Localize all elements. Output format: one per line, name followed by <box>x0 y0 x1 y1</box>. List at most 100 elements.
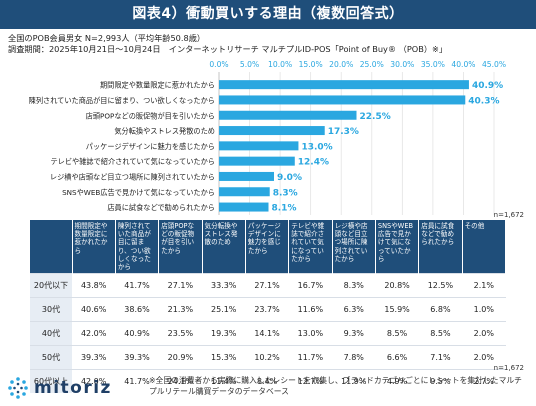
table-header-cell: 気分転換やストレス発散のため <box>202 220 246 274</box>
table-cell: 6.3% <box>332 297 376 322</box>
data-label: 12.4% <box>298 158 329 168</box>
table-cell: 8.5% <box>375 321 419 346</box>
category-label: SNSやWEB広告で見かけて気になっていたから <box>62 188 215 197</box>
x-tick-label: 25.0% <box>360 60 384 69</box>
table-cell: 2.1% <box>462 273 506 298</box>
data-label: 40.3% <box>468 96 499 106</box>
bar <box>219 156 295 166</box>
table-cell: 41.7% <box>115 273 159 298</box>
table-cell: 42.0% <box>72 369 116 394</box>
x-tick-label: 15.0% <box>299 60 323 69</box>
title-bar <box>0 0 536 29</box>
table-cell: 7.1% <box>418 345 463 370</box>
bar <box>219 171 274 181</box>
table-body: 20代以下 43.8% 41.7% 27.1% 33.3% 27.1% 16.7% 8.3% 2… <box>30 273 506 394</box>
category-label: 気分転換やストレス発散のため <box>114 127 215 136</box>
logo-text: mitoriz <box>34 378 112 398</box>
table-cell: 6.8% <box>418 297 463 322</box>
table-n-label: n=1,672 <box>493 364 524 372</box>
table-header-row: 期間限定や数量限定に惹かれたから 陳列されていた商品が目に留まり、つい欲しくなった… <box>30 220 507 274</box>
category-label: テレビや雑誌で紹介されていて気になっていたから <box>50 157 215 166</box>
table-cell: 15.3% <box>202 345 246 370</box>
table-cell: 1.0% <box>462 297 506 322</box>
table-header-cell: 店頭POPなどの販促物が目を引いたから <box>158 220 203 274</box>
table-cell: 13.0% <box>288 321 333 346</box>
table-cell: 14.1% <box>245 321 289 346</box>
data-label: 13.0% <box>301 142 332 152</box>
x-tick-label: 10.0% <box>268 60 292 69</box>
table-cell: 23.5% <box>158 321 203 346</box>
footnote: ※全国の消費者から実際に購入したレシートを収集し、ブランドカテゴリごとにレシート… <box>149 376 522 396</box>
table-cell: 24.1% <box>158 369 203 394</box>
page-title: 図表4）衝動買いする理由（複数回答式） <box>132 6 404 22</box>
category-label: 陳列されていた商品が目に留まり、つい欲しくなったから <box>29 96 215 105</box>
table-cell: 2.0% <box>462 345 506 370</box>
category-label: 店頭POPなどの販促物が目を引いたから <box>86 111 215 120</box>
bar-chart: 0.0% 5.0% 10.0% 15.0% 20.0% 25.0% 30.0% 35.0% 40… <box>29 60 506 215</box>
row-header-cell: 30代 <box>30 297 72 322</box>
table-cell: 8.3% <box>332 273 376 298</box>
category-label: レジ横や店頭など目立つ場所に陳列されていたから <box>50 172 215 181</box>
data-label: 22.5% <box>360 112 391 122</box>
survey-sample-info: 全国のPOB会員男女 N=2,993人（平均年齢50.8歳） <box>8 33 206 43</box>
x-tick-label: 45.0% <box>482 60 506 69</box>
table-cell: 19.3% <box>202 321 246 346</box>
table-cell: 11.4% <box>202 369 246 394</box>
table-cell: 2.0% <box>462 321 506 346</box>
chart-n-label: n=1,672 <box>493 211 524 219</box>
age-breakdown-table: 期間限定や数量限定に惹かれたから 陳列されていた商品が目に留まり、つい欲しくなった… <box>30 220 507 394</box>
table-cell: 33.3% <box>202 273 246 298</box>
table-cell: 9.5% <box>418 369 463 394</box>
bar <box>219 202 269 212</box>
table-cell: 40.9% <box>115 321 159 346</box>
data-label: 8.3% <box>273 188 298 198</box>
data-label: 9.0% <box>277 173 302 183</box>
table-header-cell: 陳列されていた商品が目に留まり、つい欲しくなったから <box>115 220 160 274</box>
table-cell: 42.0% <box>72 321 116 346</box>
data-label: 17.3% <box>328 127 359 137</box>
table-cell: 8.4% <box>245 369 289 394</box>
table-cell: 2.7% <box>462 369 506 394</box>
category-label: パッケージデザインに魅力を感じたから <box>86 142 215 151</box>
row-header-cell: 40代 <box>30 321 72 346</box>
table-row: 20代以下 43.8% 41.7% 27.1% 33.3% 27.1% 16.7% 8.3% 2… <box>30 273 506 298</box>
table-row: 60代以上 42.0% 41.7% 24.1% 11.4% 8.4% 12.7% 11.9% 4… <box>30 369 506 394</box>
table-cell: 9.3% <box>332 321 376 346</box>
table-row: 50代 39.3% 39.3% 20.9% 15.3% 10.2% 11.7% 7.8% 6.6… <box>30 345 506 370</box>
x-tick-label: 20.0% <box>329 60 353 69</box>
table-corner-cell <box>30 220 73 274</box>
row-header-cell: 60代以上 <box>30 369 72 394</box>
table-header-cell: 期間限定や数量限定に惹かれたから <box>72 220 116 274</box>
category-label: 期間限定や数量限定に惹かれたから <box>100 81 215 90</box>
x-tick-label: 40.0% <box>451 60 475 69</box>
bar <box>219 95 466 105</box>
x-tick-label: 30.0% <box>390 60 414 69</box>
table-cell: 16.7% <box>288 273 333 298</box>
table-row: 30代 40.6% 38.6% 21.3% 25.1% 23.7% 11.6% 6.3% 15.… <box>30 297 506 322</box>
table-cell: 6.6% <box>375 345 419 370</box>
table-cell: 11.9% <box>332 369 376 394</box>
bar <box>219 80 469 90</box>
table-cell: 12.7% <box>288 369 333 394</box>
table-cell: 21.3% <box>158 297 203 322</box>
table-header-cell: SNSやWEB広告で見かけて気になっていたから <box>375 220 420 274</box>
table-cell: 11.7% <box>288 345 333 370</box>
table-cell: 8.5% <box>418 321 463 346</box>
survey-period-info: 調査期間：2025年10月21日〜10月24日 インターネットリサーチ マルチプ… <box>8 44 448 54</box>
data-label: 40.9% <box>472 81 503 91</box>
table-cell: 20.9% <box>158 345 203 370</box>
table-cell: 7.8% <box>332 345 376 370</box>
table-cell: 25.1% <box>202 297 246 322</box>
table-cell: 4.9% <box>375 369 419 394</box>
table-row: 40代 42.0% 40.9% 23.5% 19.3% 14.1% 13.0% 9.3% 8.5… <box>30 321 506 346</box>
table-cell: 10.2% <box>245 345 289 370</box>
table-cell: 15.9% <box>375 297 419 322</box>
row-header-cell: 50代 <box>30 345 72 370</box>
row-header-cell: 20代以下 <box>30 273 72 298</box>
table-cell: 41.7% <box>115 369 159 394</box>
table-header-cell: 店員に試食などで勧められたから <box>418 220 463 274</box>
bar <box>219 141 299 151</box>
table-cell: 38.6% <box>115 297 159 322</box>
table-cell: 27.1% <box>245 273 289 298</box>
x-tick-label: 0.0% <box>209 60 228 69</box>
